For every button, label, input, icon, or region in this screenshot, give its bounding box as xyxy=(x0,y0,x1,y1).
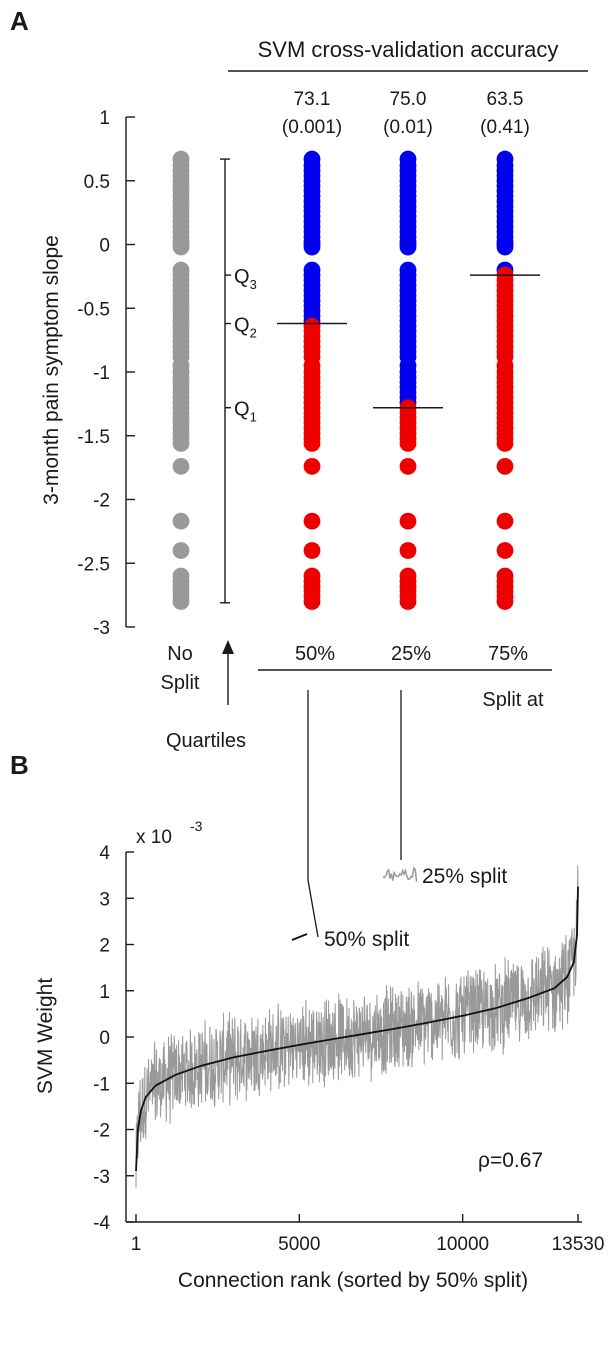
split-category-label: 75% xyxy=(488,643,528,665)
y-tick-label: 0.5 xyxy=(84,172,110,193)
quartile-subscript: 3 xyxy=(250,277,257,292)
y-tick-label: -0.5 xyxy=(77,299,110,320)
y-tick-label: 0 xyxy=(99,1028,110,1049)
data-point xyxy=(303,542,321,559)
y-tick-label: 4 xyxy=(99,843,110,864)
y-tick-label: 3 xyxy=(99,889,110,910)
accuracy-p-value: (0.41) xyxy=(480,117,530,138)
legend-label-50-split: 50% split xyxy=(324,928,409,951)
quartile-bracket: Q3 Q2 Q1 xyxy=(220,158,257,604)
data-point xyxy=(172,512,190,530)
y-tick-label: -2 xyxy=(93,1121,110,1142)
y-tick-label: -1 xyxy=(93,363,110,384)
y-multiplier: x 10 xyxy=(136,827,172,848)
x-tick-label: 5000 xyxy=(278,1234,320,1255)
data-point xyxy=(303,593,321,610)
legend-connector xyxy=(307,879,319,938)
data-point xyxy=(399,238,417,256)
series-25-split xyxy=(135,865,579,1188)
panel-b-y-axis-title: SVM Weight xyxy=(34,978,57,1094)
quartiles-arrow-head xyxy=(222,640,234,654)
x-tick-label: 10000 xyxy=(436,1234,489,1255)
panel-a-y-axis-title: 3-month pain symptom slope xyxy=(40,235,63,505)
quartile-label: Q3 xyxy=(234,266,257,292)
data-point xyxy=(496,593,514,610)
y-tick-label: -4 xyxy=(93,1213,110,1234)
panel-b-series xyxy=(135,865,579,1188)
x-tick-label: 13530 xyxy=(552,1234,605,1255)
accuracy-value: 73.1 xyxy=(294,89,331,110)
panel-b-x-ticks: 1 5000 10000 13530 xyxy=(131,1214,605,1255)
accuracy-p-value: (0.001) xyxy=(282,117,342,138)
y-tick-label: 0 xyxy=(99,236,110,257)
y-tick-label: -3 xyxy=(93,1167,110,1188)
split-category-labels: No Split 50% 25% 75% xyxy=(161,643,529,694)
panel-b-y-ticks: 4 3 2 1 0 -1 -2 -3 -4 xyxy=(93,843,134,1234)
data-point xyxy=(172,542,190,559)
split-category-label-line2: Split xyxy=(161,672,200,694)
data-point xyxy=(496,542,514,559)
panel-b: B SVM Weight x 10 -3 4 3 2 1 0 -1 -2 -3 -4 1 5000… xyxy=(10,750,604,1292)
correlation-annotation: ρ=0.67 xyxy=(478,1149,543,1172)
data-point xyxy=(496,238,514,256)
accuracy-header: SVM cross-validation accuracy xyxy=(258,37,559,62)
split-category-label: No xyxy=(167,643,193,665)
panel-b-legend: 25% split 50% split xyxy=(291,865,507,951)
legend-label-25-split: 25% split xyxy=(422,865,507,888)
data-point xyxy=(172,593,190,610)
data-point xyxy=(172,238,190,256)
data-point xyxy=(399,435,417,452)
data-point xyxy=(303,457,321,475)
y-exponent: -3 xyxy=(190,818,203,834)
panel-a-points xyxy=(172,150,540,610)
legend-swatch-50-split xyxy=(291,933,308,941)
data-point xyxy=(496,457,514,475)
y-tick-label: -2.5 xyxy=(77,554,110,575)
data-point xyxy=(303,435,321,452)
quartile-label: Q1 xyxy=(234,399,257,425)
y-tick-label: -1.5 xyxy=(77,427,110,448)
quartile-subscript: 2 xyxy=(250,326,257,341)
accuracy-value: 63.5 xyxy=(487,89,524,110)
split-at-caption: Split at xyxy=(482,689,544,711)
y-tick-label: 1 xyxy=(99,982,110,1003)
x-tick-label: 1 xyxy=(131,1234,142,1255)
y-tick-label: -3 xyxy=(93,618,110,639)
data-point xyxy=(399,512,417,530)
panel-a: A SVM cross-validation accuracy 3-month … xyxy=(10,6,588,752)
quartile-subscript: 1 xyxy=(250,410,257,425)
panel-a-y-ticks: 1 0.5 0 -0.5 -1 -1.5 -2 -2.5 -3 xyxy=(77,108,135,639)
data-point xyxy=(399,542,417,559)
panel-b-x-axis-title: Connection rank (sorted by 50% split) xyxy=(178,1269,528,1292)
y-tick-label: -2 xyxy=(93,491,110,512)
data-point xyxy=(399,457,417,475)
panel-b-letter: B xyxy=(10,750,29,780)
data-point xyxy=(172,457,190,475)
data-point xyxy=(399,593,417,610)
quartiles-caption: Quartiles xyxy=(166,730,246,752)
y-tick-label: 1 xyxy=(99,108,110,129)
data-point xyxy=(303,512,321,530)
panel-a-letter: A xyxy=(10,6,29,36)
data-point xyxy=(172,435,190,452)
accuracy-value: 75.0 xyxy=(390,89,427,110)
data-point xyxy=(303,238,321,256)
quartile-label: Q2 xyxy=(234,315,257,341)
data-point xyxy=(496,512,514,530)
accuracy-p-value: (0.01) xyxy=(383,117,433,138)
split-category-label: 25% xyxy=(391,643,431,665)
y-tick-label: 2 xyxy=(99,936,110,957)
y-tick-label: -1 xyxy=(93,1074,110,1095)
accuracy-labels: 73.1 (0.001) 75.0 (0.01) 63.5 (0.41) xyxy=(282,89,530,138)
legend-swatch-25-split xyxy=(382,866,418,882)
split-category-label: 50% xyxy=(295,643,335,665)
series-50-split xyxy=(135,886,579,1172)
data-point xyxy=(496,435,514,452)
